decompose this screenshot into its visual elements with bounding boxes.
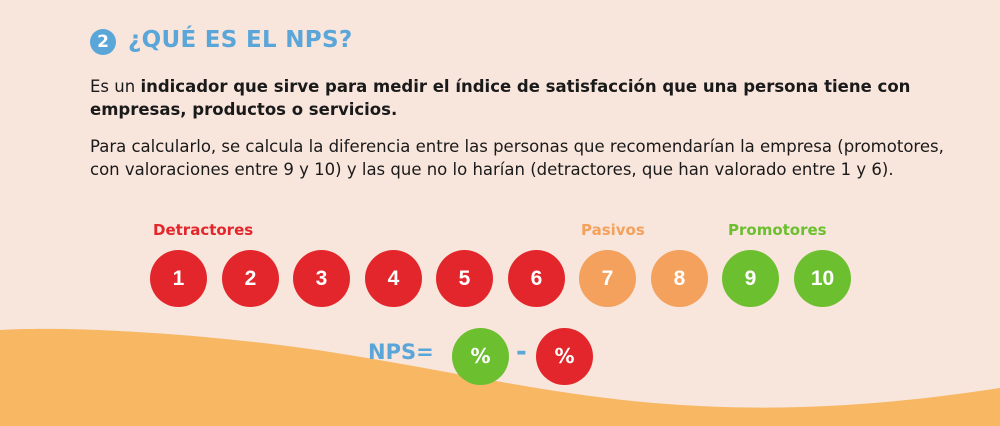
section-title: ¿QUÉ ES EL NPS?: [128, 27, 353, 53]
score-circle-4: 4: [365, 250, 422, 307]
score-scale: 1 2 3 4 5 6 7 8 9 10: [0, 250, 1000, 308]
score-circle-9: 9: [722, 250, 779, 307]
score-circle-6: 6: [508, 250, 565, 307]
promoters-label: Promotores: [728, 221, 827, 239]
passives-label: Pasivos: [581, 221, 645, 239]
minus-sign: -: [516, 337, 527, 367]
detractors-percent-circle: %: [536, 328, 593, 385]
score-circle-5: 5: [436, 250, 493, 307]
intro-paragraph: Es un indicador que sirve para medir el …: [90, 75, 950, 121]
nps-formula-label: NPS=: [368, 340, 434, 364]
step-number-badge: 2: [90, 29, 116, 55]
explanation-paragraph: Para calcularlo, se calcula la diferenci…: [90, 137, 944, 179]
intro-lead: Es un: [90, 77, 141, 96]
detractors-label: Detractores: [153, 221, 254, 239]
promoters-percent-circle: %: [452, 328, 509, 385]
intro-bold-text: indicador que sirve para medir el índice…: [90, 77, 911, 119]
score-circle-10: 10: [794, 250, 851, 307]
score-circle-2: 2: [222, 250, 279, 307]
score-circle-3: 3: [293, 250, 350, 307]
score-circle-7: 7: [579, 250, 636, 307]
score-circle-8: 8: [651, 250, 708, 307]
score-circle-1: 1: [150, 250, 207, 307]
